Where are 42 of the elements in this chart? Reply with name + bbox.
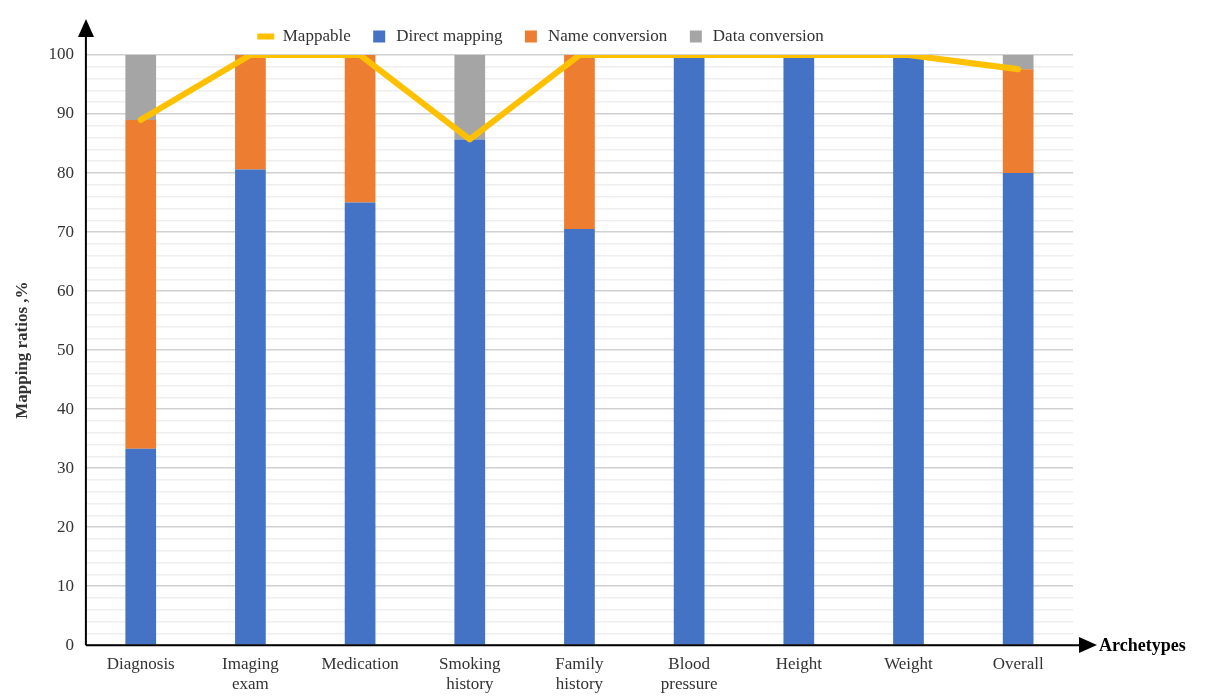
- x-tick-label: Weight: [884, 653, 934, 673]
- bar: [673, 55, 705, 645]
- bar: [125, 448, 157, 645]
- bar: [564, 229, 595, 645]
- bar: [783, 55, 815, 645]
- legend-label: Mappable: [282, 25, 351, 45]
- y-tick-label: 0: [65, 634, 74, 654]
- legend-label: Direct mapping: [396, 25, 503, 45]
- x-tick-label: Medication: [321, 653, 400, 673]
- y-tick-label: 100: [48, 44, 74, 64]
- x-tick-label: Blood pressure: [660, 653, 718, 694]
- y-tick-label: 30: [56, 457, 74, 477]
- bar: [454, 139, 486, 645]
- bar: [1002, 173, 1034, 645]
- bar: [344, 55, 376, 203]
- y-tick-label: 20: [56, 516, 74, 536]
- bar: [1002, 69, 1034, 174]
- bar: [235, 55, 266, 170]
- y-tick-label: 70: [56, 221, 74, 241]
- y-tick-label: 90: [56, 103, 74, 123]
- y-tick-label: 80: [56, 162, 74, 182]
- bar: [564, 55, 595, 230]
- y-axis-title: Mapping ratios ,%: [11, 281, 31, 419]
- y-tick-label: 10: [56, 575, 74, 595]
- bar: [125, 119, 157, 449]
- bar: [344, 202, 376, 645]
- x-tick-label: Smoking history: [439, 653, 501, 694]
- y-tick-label: 40: [56, 398, 74, 418]
- bar: [235, 169, 266, 645]
- x-tick-label: Overall: [992, 653, 1044, 673]
- x-axis-title: Archetypes: [1099, 634, 1186, 655]
- y-tick-label: 50: [56, 339, 74, 359]
- bar: [893, 55, 924, 645]
- legend-label: Data conversion: [712, 25, 825, 45]
- x-tick-label: Diagnosis: [106, 653, 175, 673]
- bar: [454, 55, 486, 140]
- y-tick-label: 60: [56, 280, 74, 300]
- x-tick-label: Imaging exam: [222, 653, 280, 694]
- x-tick-label: Family history: [555, 653, 605, 694]
- legend-label: Name conversion: [547, 25, 668, 45]
- x-tick-label: Height: [775, 653, 823, 673]
- bar: [125, 55, 157, 120]
